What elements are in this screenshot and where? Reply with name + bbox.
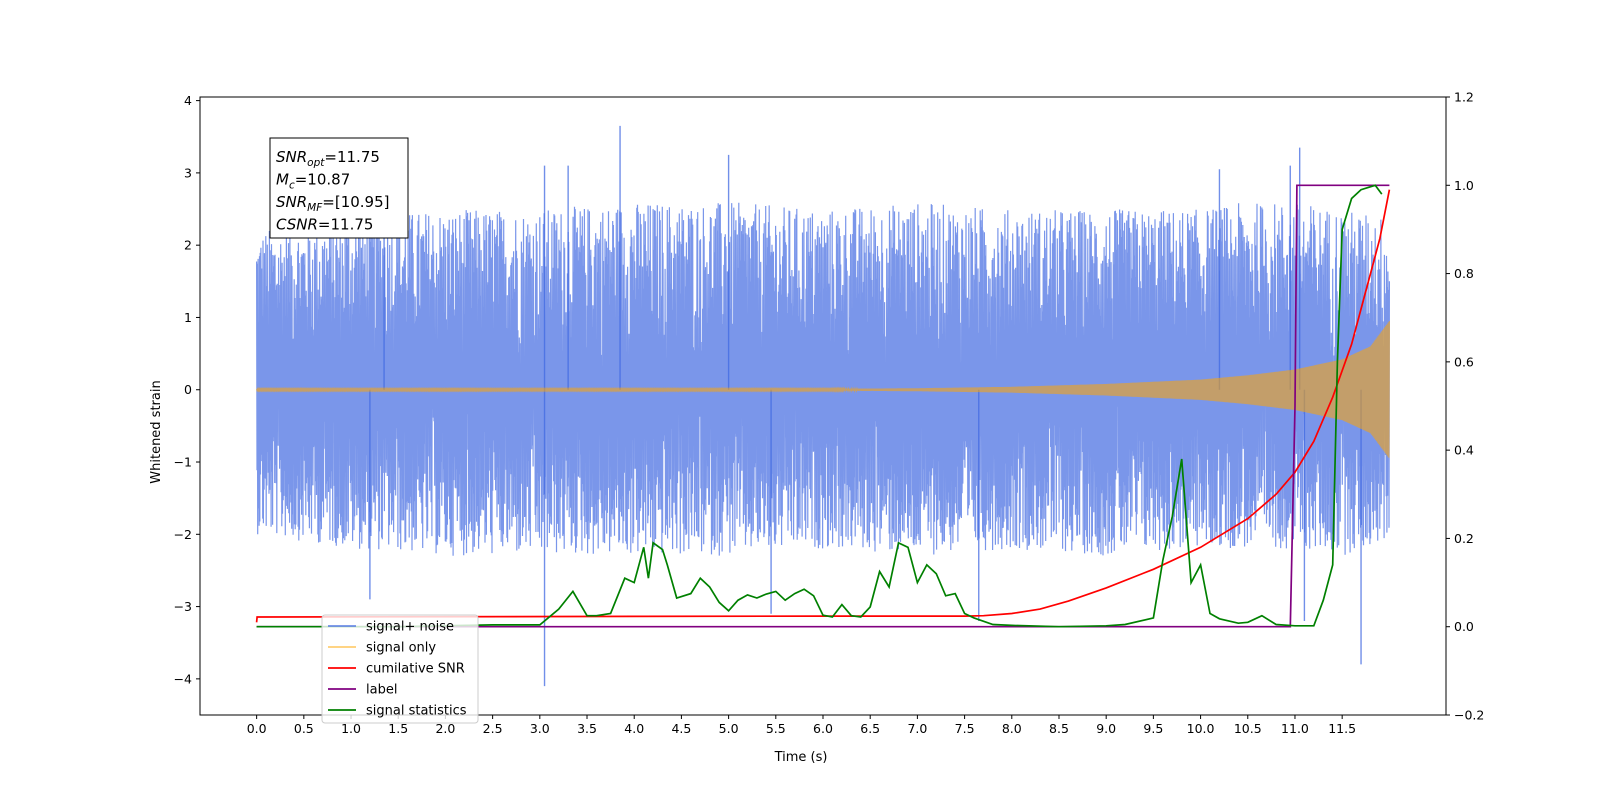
y-left-tick-label: 0 xyxy=(184,382,192,397)
legend-label: signal only xyxy=(366,641,436,656)
x-tick-label: 9.0 xyxy=(1096,721,1116,736)
legend-label: signal statistics xyxy=(366,704,467,719)
x-tick-label: 4.5 xyxy=(671,721,691,736)
x-tick-label: 1.0 xyxy=(341,721,361,736)
x-axis-label: Time (s) xyxy=(774,750,828,765)
legend-frame xyxy=(321,614,479,724)
y-left-tick-label: 1 xyxy=(184,310,192,325)
x-tick-label: 2.0 xyxy=(435,721,455,736)
annotation-value: =11.75 xyxy=(324,148,380,166)
x-tick-label: 11.5 xyxy=(1328,721,1356,736)
legend: signal+ noise signal only cumilative SNR la… xyxy=(321,614,479,724)
annotation-subscript: opt xyxy=(307,157,325,169)
y-right-tick-label: 0.2 xyxy=(1454,531,1474,546)
x-tick-label: 5.5 xyxy=(766,721,786,736)
x-tick-label: 0.0 xyxy=(247,721,267,736)
y-right-tick-label: 1.0 xyxy=(1454,178,1474,193)
annotation-line: SNRMF=[10.95] xyxy=(276,193,390,214)
series-cumulative-snr-line xyxy=(255,189,1391,623)
x-tick-label: 7.0 xyxy=(907,721,927,736)
legend-label: signal+ noise xyxy=(366,620,454,635)
annotation-line: SNRopt=11.75 xyxy=(276,148,380,169)
y-left-tick-label: −2 xyxy=(174,527,192,542)
x-tick-label: 7.5 xyxy=(955,721,975,736)
annotation-symbol: SNR xyxy=(276,148,307,166)
y-right-tick-label: 0.4 xyxy=(1454,443,1474,458)
plot-area xyxy=(255,125,1391,687)
y-left-tick-label: 2 xyxy=(184,238,192,253)
y-axis-label: Whitened strain xyxy=(149,380,164,483)
annotation-subscript: MF xyxy=(307,202,323,214)
axes: 0.0 0.5 1.0 1.5 2.0 2.5 3.0 3.5 4.0 4.5 5.0 5.5 6.0 6… xyxy=(174,90,1485,737)
annotation-symbol: M xyxy=(276,171,289,189)
y-right-tick-label: 0.6 xyxy=(1454,354,1474,369)
y-right-tick-label: 0.8 xyxy=(1454,266,1474,281)
y-right-tick-label: 1.2 xyxy=(1454,90,1474,105)
annotation-line: Mc=10.87 xyxy=(276,171,350,192)
y-left-tick-label: 4 xyxy=(184,93,192,108)
x-tick-label: 1.5 xyxy=(388,721,408,736)
annotation-value: =11.75 xyxy=(318,216,374,234)
x-tick-label: 10.0 xyxy=(1187,721,1215,736)
x-tick-label: 5.0 xyxy=(719,721,739,736)
x-tick-label: 10.5 xyxy=(1234,721,1262,736)
x-tick-label: 11.0 xyxy=(1281,721,1309,736)
y-left-tick-label: −1 xyxy=(174,455,192,470)
series-signal-statistics-line xyxy=(256,184,1383,628)
y-left-tick-label: 3 xyxy=(184,165,192,180)
series-signal-noise-line xyxy=(256,202,1390,556)
x-tick-label: 9.5 xyxy=(1143,721,1163,736)
x-tick-label: 4.0 xyxy=(624,721,644,736)
y-left-tick-label: −4 xyxy=(174,671,192,686)
x-tick-label: 2.5 xyxy=(483,721,503,736)
annotation-symbol: SNR xyxy=(276,193,307,211)
x-tick-label: 8.5 xyxy=(1049,721,1069,736)
y-left-tick-label: −3 xyxy=(174,599,192,614)
x-tick-label: 6.5 xyxy=(860,721,880,736)
x-tick-label: 3.5 xyxy=(577,721,597,736)
annotation-box: SNRopt=11.75Mc=10.87SNRMF=[10.95]CSNR=11… xyxy=(269,137,409,239)
x-tick-label: 0.5 xyxy=(294,721,314,736)
annotation-value: =10.87 xyxy=(295,171,351,189)
y-right-tick-label: −0.2 xyxy=(1454,708,1484,723)
legend-label: cumilative SNR xyxy=(366,662,465,677)
series-label-line xyxy=(256,184,1390,628)
series-signal-only-line xyxy=(256,321,1390,458)
annotation-line: CSNR=11.75 xyxy=(276,216,373,234)
y-right-tick-label: 0.0 xyxy=(1454,619,1474,634)
annotation-value: =[10.95] xyxy=(322,193,389,211)
x-tick-label: 6.0 xyxy=(813,721,833,736)
annotation-frame xyxy=(269,137,409,239)
annotation-subscript: c xyxy=(289,180,295,192)
x-tick-label: 3.0 xyxy=(530,721,550,736)
annotation-symbol: CSNR xyxy=(276,216,318,234)
legend-label: label xyxy=(366,683,397,698)
x-tick-label: 8.0 xyxy=(1002,721,1022,736)
